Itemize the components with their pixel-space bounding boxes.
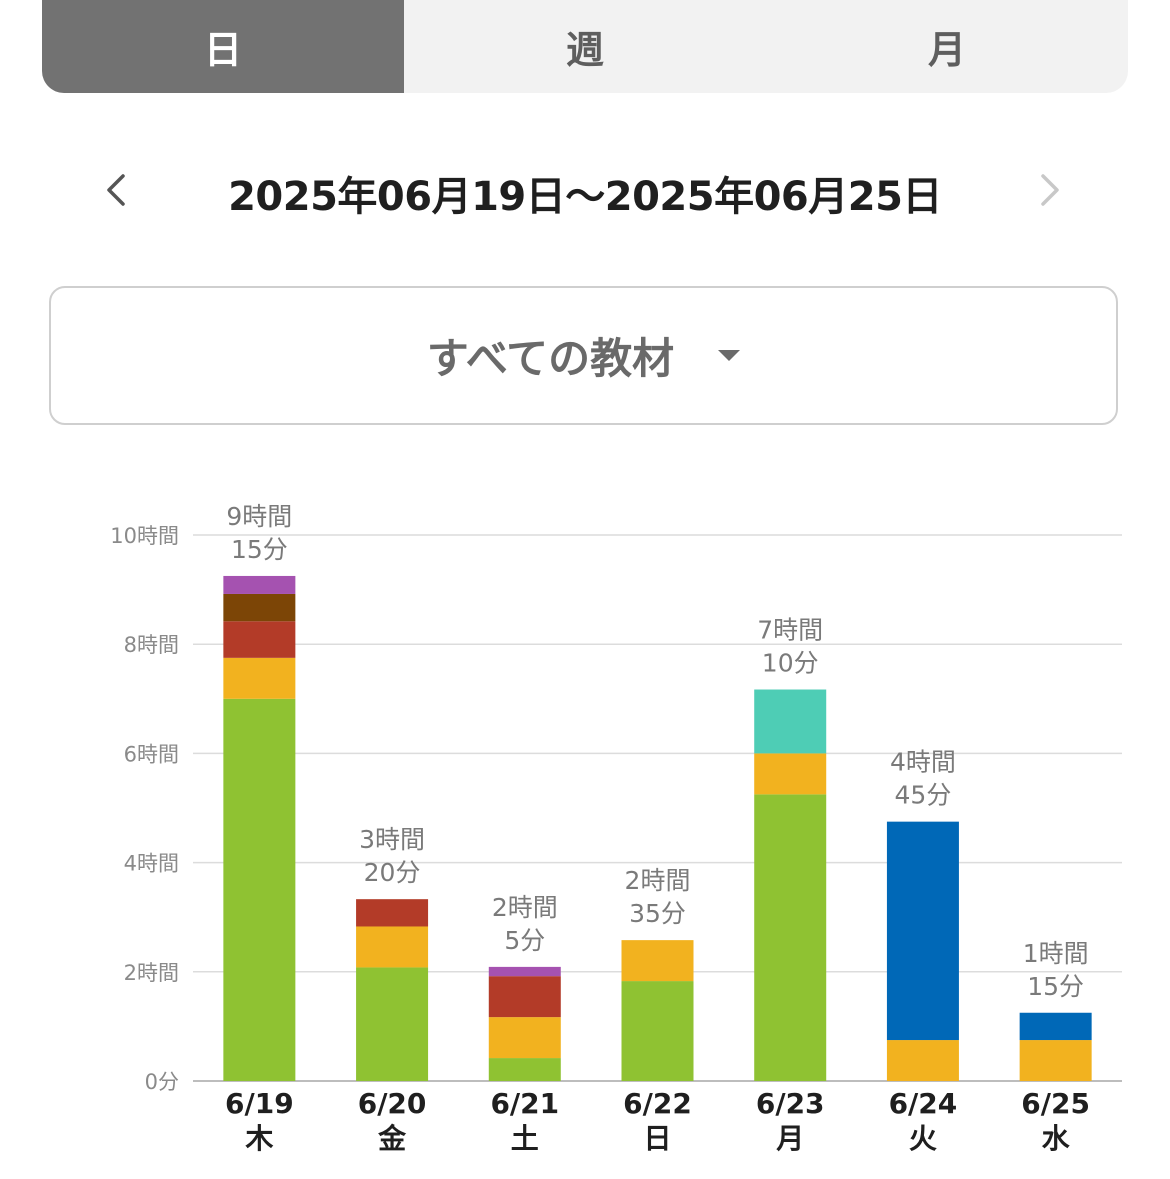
bar-total-label: 7時間 [757,616,823,645]
bar-segment [223,621,296,658]
bar-total-label: 9時間 [226,502,292,531]
x-tick-label: 6/21 [490,1087,559,1120]
prev-range-button[interactable] [86,160,146,220]
bar-segment [223,657,296,699]
x-tick-label: 金 [377,1122,407,1155]
bar-segment [488,966,561,977]
tab-month[interactable]: 月 [927,28,966,72]
x-tick-label: 土 [511,1122,539,1155]
bar-segment [886,1040,959,1081]
bar-total-label: 15分 [1027,972,1084,1001]
bar-segment [1019,1040,1092,1081]
bar-segment [488,1017,561,1059]
x-tick-label: 火 [909,1122,937,1155]
y-tick-label: 8時間 [124,633,179,657]
x-tick-label: 6/25 [1021,1087,1090,1120]
x-tick-label: 6/22 [623,1087,692,1120]
x-tick-label: 水 [1042,1122,1071,1155]
bar-segment [886,821,959,1041]
caret-down-icon [718,350,741,361]
bar-segment [223,575,296,594]
x-tick-label: 木 [244,1122,273,1155]
x-tick-label: 6/23 [756,1087,825,1120]
y-tick-label: 10時間 [110,524,179,548]
chevron-right-icon [1041,174,1059,206]
bar-segment [754,689,827,754]
bar-total-label: 2時間 [625,866,691,895]
x-tick-label: 日 [643,1122,671,1155]
tab-week[interactable]: 週 [565,28,604,72]
y-tick-label: 2時間 [124,961,179,985]
bar-segment [488,1058,561,1081]
date-range-row: 2025年06月19日〜2025年06月25日 [0,150,1170,230]
bar-segment [1019,1012,1092,1041]
date-range-label: 2025年06月19日〜2025年06月25日 [228,174,942,220]
bar-segment [754,794,827,1081]
bar-total-label: 4時間 [890,748,956,777]
bar-total-label: 15分 [231,535,288,564]
x-tick-label: 6/24 [889,1087,958,1120]
bar-total-label: 2時間 [492,893,558,922]
bar-total-label: 3時間 [359,825,425,854]
bar-total-label: 1時間 [1023,939,1089,968]
material-dropdown[interactable]: すべての教材 [49,286,1118,425]
bar-segment [754,753,827,795]
period-tabs: 日 週 月 [42,0,1128,93]
bar-segment [223,593,296,622]
bar-total-label: 20分 [364,858,421,887]
bar-segment [223,698,296,1081]
x-tick-label: 月 [775,1122,804,1155]
bar-total-label: 45分 [895,781,952,810]
bar-total-label: 35分 [629,899,686,928]
chevron-left-icon [107,174,125,206]
study-time-chart: 0分 2時間 4時間 6時間 8時間 10時間 9時間 15分 6/19木 3時間 20分 6/20金… [110,502,1122,1155]
bar-segment [356,926,429,968]
x-tick-label: 6/20 [358,1087,427,1120]
bar-segment [621,981,694,1081]
bar-segment [356,899,429,927]
bar-segment [356,967,429,1081]
y-tick-label: 0分 [145,1070,179,1094]
x-tick-label: 6/19 [225,1087,294,1120]
bar-total-label: 10分 [762,649,819,678]
bar-segment [488,976,561,1018]
material-dropdown-label: すべての教材 [426,334,675,383]
tab-day[interactable]: 日 [42,0,404,93]
next-range-button[interactable] [1020,160,1080,220]
bar-segment [621,940,694,982]
bar-total-label: 5分 [504,926,545,955]
y-tick-label: 6時間 [124,742,179,766]
y-tick-label: 4時間 [124,852,179,876]
